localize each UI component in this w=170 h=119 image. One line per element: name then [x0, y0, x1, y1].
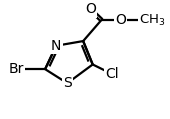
Text: S: S: [63, 76, 72, 90]
Text: CH$_3$: CH$_3$: [139, 12, 166, 28]
Text: O: O: [85, 2, 96, 16]
Text: Cl: Cl: [105, 67, 118, 81]
Text: N: N: [51, 39, 61, 53]
Text: Br: Br: [9, 62, 24, 76]
Text: O: O: [115, 13, 126, 27]
